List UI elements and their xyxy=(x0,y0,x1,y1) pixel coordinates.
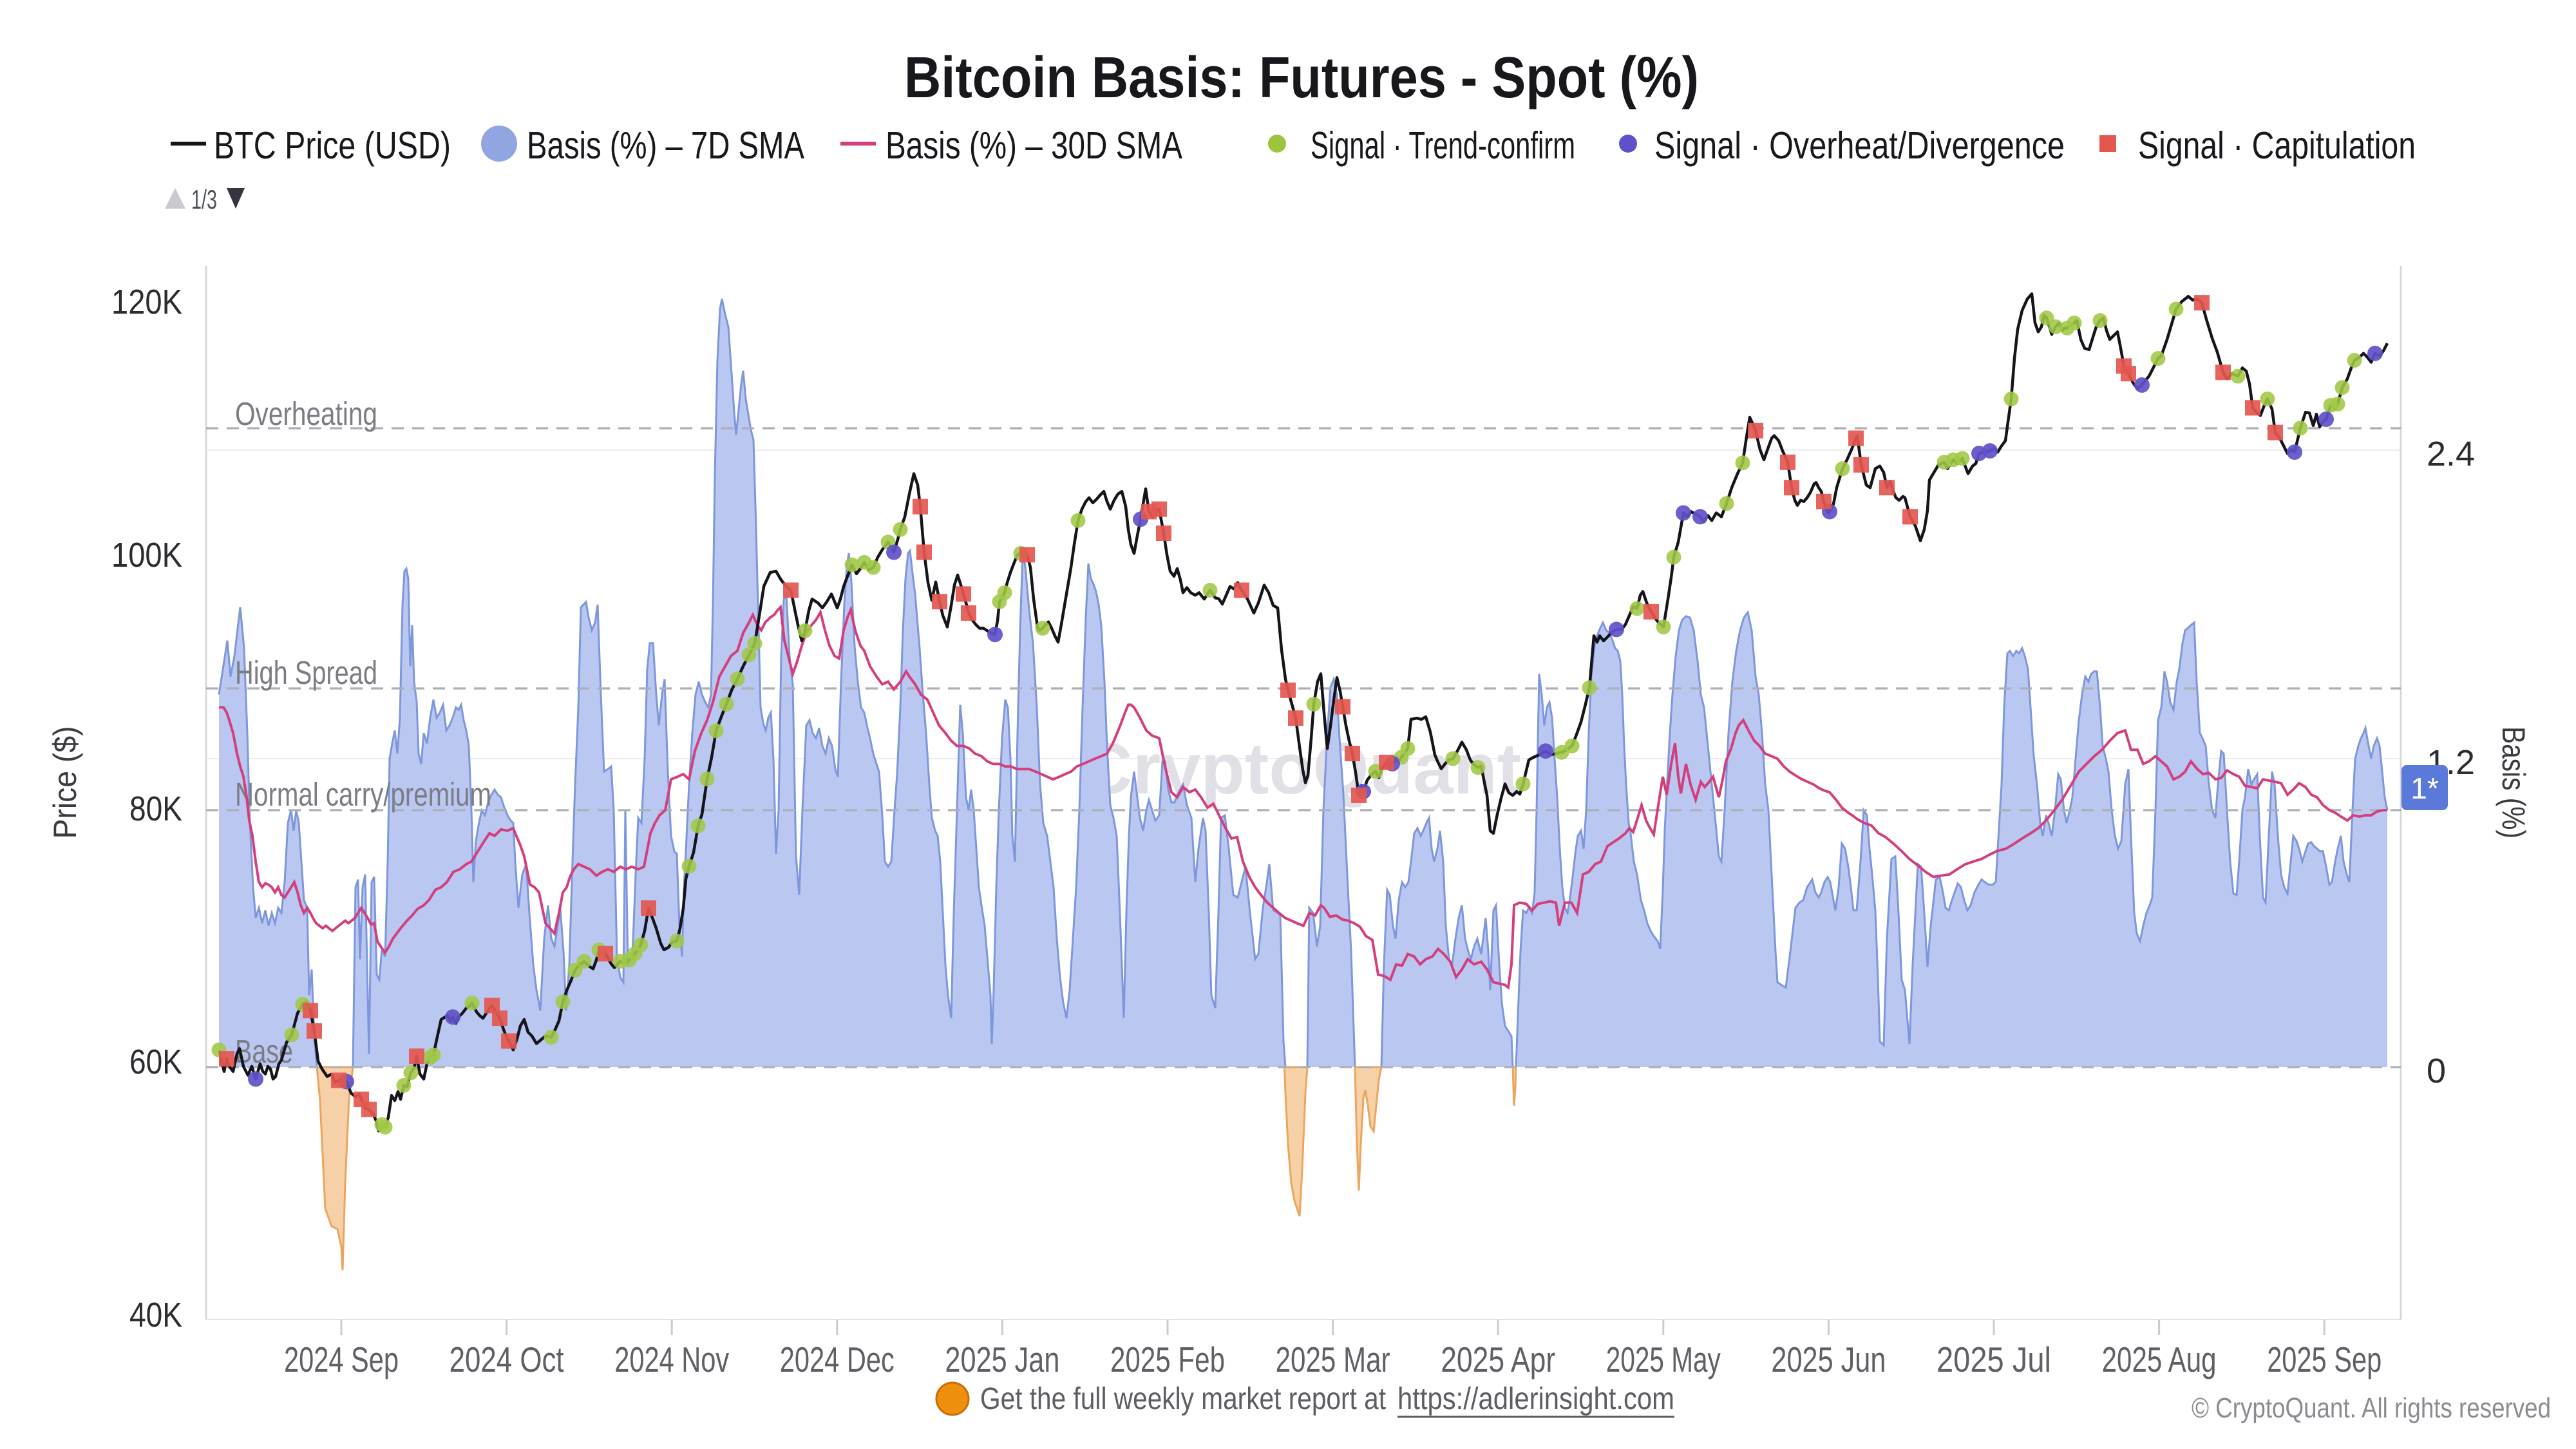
svg-text:2025 Aug: 2025 Aug xyxy=(2102,1340,2217,1379)
svg-text:0: 0 xyxy=(2427,1052,2446,1090)
svg-text:Signal · Overheat/Divergence: Signal · Overheat/Divergence xyxy=(1654,124,2065,167)
svg-text:Normal carry/premium: Normal carry/premium xyxy=(235,776,491,813)
svg-text:Basis (%) – 7D SMA: Basis (%) – 7D SMA xyxy=(527,124,805,167)
svg-text:2025 Jun: 2025 Jun xyxy=(1771,1340,1886,1379)
svg-text:2025 Mar: 2025 Mar xyxy=(1276,1340,1390,1379)
svg-text:Get the full weekly market rep: Get the full weekly market report at xyxy=(980,1382,1386,1416)
svg-text:https://adlerinsight.com: https://adlerinsight.com xyxy=(1397,1382,1674,1416)
svg-text:2025 May: 2025 May xyxy=(1606,1340,1721,1379)
svg-text:1*: 1* xyxy=(2410,772,2439,805)
svg-text:High Spread: High Spread xyxy=(235,654,377,691)
svg-text:2.4: 2.4 xyxy=(2427,435,2475,473)
svg-text:80K: 80K xyxy=(129,790,182,828)
svg-text:Basis (%): Basis (%) xyxy=(2496,726,2532,838)
svg-text:Signal · Trend-confirm: Signal · Trend-confirm xyxy=(1311,124,1575,167)
svg-text:120K: 120K xyxy=(111,283,182,321)
svg-text:2024 Oct: 2024 Oct xyxy=(450,1340,564,1379)
svg-text:2025 Jul: 2025 Jul xyxy=(1937,1340,2051,1379)
svg-text:Basis (%) – 30D SMA: Basis (%) – 30D SMA xyxy=(886,124,1183,167)
svg-text:CryptoQuant: CryptoQuant xyxy=(1081,728,1521,809)
svg-text:Overheating: Overheating xyxy=(235,395,377,432)
svg-text:100K: 100K xyxy=(111,536,182,574)
svg-text:60K: 60K xyxy=(129,1043,182,1081)
svg-text:BTC Price (USD): BTC Price (USD) xyxy=(214,124,451,167)
svg-text:© CryptoQuant. All rights rese: © CryptoQuant. All rights reserved xyxy=(2192,1392,2551,1424)
svg-text:Price ($): Price ($) xyxy=(47,726,83,839)
svg-text:2025 Apr: 2025 Apr xyxy=(1441,1340,1555,1379)
svg-text:2024 Dec: 2024 Dec xyxy=(780,1340,895,1379)
svg-text:1/3: 1/3 xyxy=(191,184,217,214)
svg-text:Signal · Capitulation: Signal · Capitulation xyxy=(2138,124,2416,167)
svg-text:40K: 40K xyxy=(129,1296,182,1334)
svg-text:2025 Sep: 2025 Sep xyxy=(2267,1340,2382,1379)
svg-text:2025 Feb: 2025 Feb xyxy=(1110,1340,1225,1379)
svg-text:2024 Sep: 2024 Sep xyxy=(284,1340,399,1379)
svg-text:Bitcoin Basis: Futures - Spot: Bitcoin Basis: Futures - Spot (%) xyxy=(904,46,1699,110)
svg-text:2024 Nov: 2024 Nov xyxy=(614,1340,729,1379)
svg-text:2025 Jan: 2025 Jan xyxy=(945,1340,1059,1379)
